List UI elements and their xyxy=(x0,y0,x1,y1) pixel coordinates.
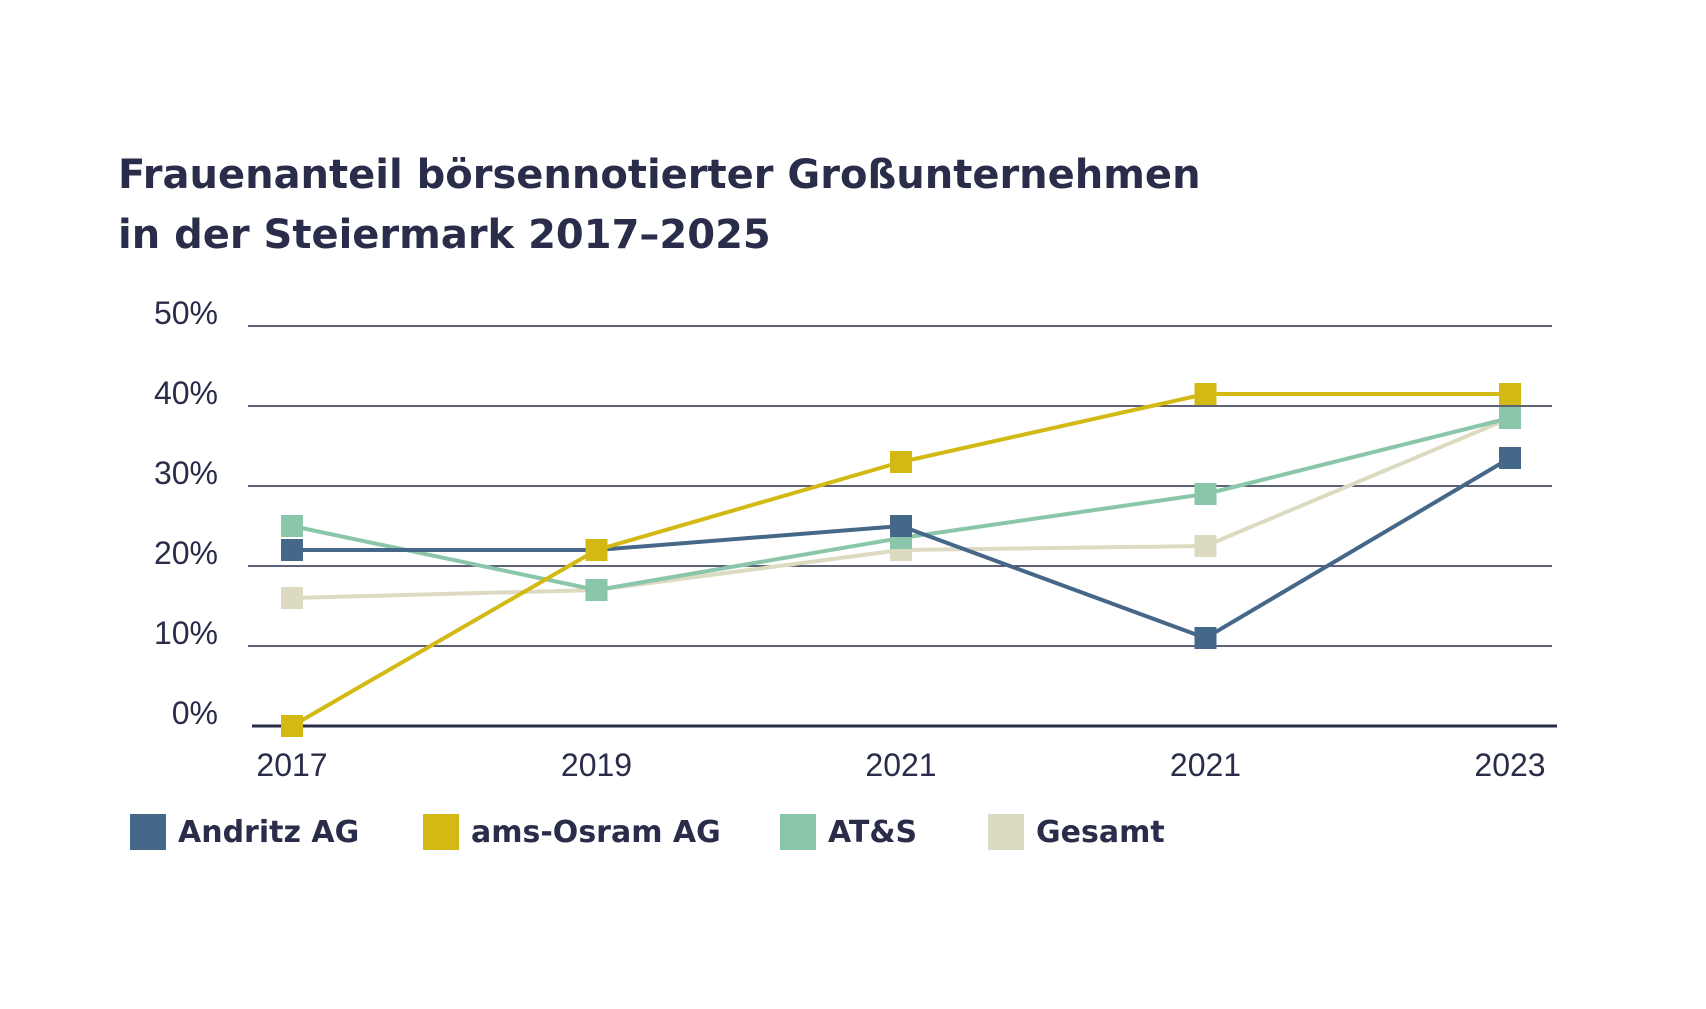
legend-label-ams-osram: ams-Osram AG xyxy=(471,814,721,850)
marker-ams-osram-ag-1 xyxy=(585,539,608,561)
legend-item-andritz: Andritz AG xyxy=(130,812,359,852)
x-tick-label-0: 2017 xyxy=(256,747,327,783)
series-line-gesamt xyxy=(291,416,1511,600)
chart-title-line-1: Frauenanteil börsennotierter Großunterne… xyxy=(118,152,1201,198)
legend-item-gesamt: Gesamt xyxy=(988,812,1165,852)
marker-andritz-ag-3 xyxy=(1194,627,1217,649)
legend: Andritz AG ams-Osram AG AT&S Gesamt xyxy=(130,812,1530,852)
series-markers xyxy=(281,383,1521,737)
legend-swatch-andritz xyxy=(130,814,166,850)
y-tick-label-3: 30% xyxy=(154,455,218,491)
marker-gesamt-3 xyxy=(1194,535,1217,557)
marker-at-s-0 xyxy=(281,515,303,537)
marker-at-s-3 xyxy=(1194,483,1217,505)
legend-item-ams-osram: ams-Osram AG xyxy=(423,812,721,852)
y-tick-label-5: 50% xyxy=(154,295,218,331)
marker-andritz-ag-4 xyxy=(1499,447,1521,469)
marker-at-s-4 xyxy=(1499,407,1521,429)
y-tick-label-4: 40% xyxy=(154,375,218,411)
marker-ams-osram-ag-4 xyxy=(1499,383,1521,405)
x-tick-label-3: 2021 xyxy=(1170,747,1241,783)
marker-gesamt-0 xyxy=(281,587,303,609)
legend-label-andritz: Andritz AG xyxy=(178,814,360,850)
marker-ams-osram-ag-3 xyxy=(1194,383,1217,405)
marker-at-s-1 xyxy=(585,579,608,601)
legend-swatch-ams-osram xyxy=(423,814,459,850)
y-tick-label-0: 0% xyxy=(172,695,218,731)
x-axis-ticks: 2017 2019 2021 2021 2023 xyxy=(256,747,1545,783)
legend-swatch-gesamt xyxy=(988,814,1024,850)
marker-ams-osram-ag-0 xyxy=(281,715,303,737)
x-tick-label-4: 2023 xyxy=(1474,747,1545,783)
marker-andritz-ag-0 xyxy=(281,539,303,561)
x-tick-label-2: 2021 xyxy=(865,747,936,783)
y-tick-label-2: 20% xyxy=(154,535,218,571)
marker-andritz-ag-2 xyxy=(890,515,912,537)
legend-label-gesamt: Gesamt xyxy=(1036,814,1165,850)
chart-title-line-2: in der Steiermark 2017–2025 xyxy=(118,212,771,258)
y-tick-label-1: 10% xyxy=(154,615,218,651)
x-tick-label-1: 2019 xyxy=(561,747,632,783)
marker-ams-osram-ag-2 xyxy=(890,451,912,473)
grid-lines xyxy=(248,325,1557,728)
y-axis-ticks: 0% 10% 20% 30% 40% 50% xyxy=(154,295,218,731)
legend-item-ats: AT&S xyxy=(780,812,917,852)
legend-label-ats: AT&S xyxy=(828,814,918,850)
chart-title: Frauenanteil börsennotierter Großunterne… xyxy=(118,145,1201,265)
legend-swatch-ats xyxy=(780,814,816,850)
